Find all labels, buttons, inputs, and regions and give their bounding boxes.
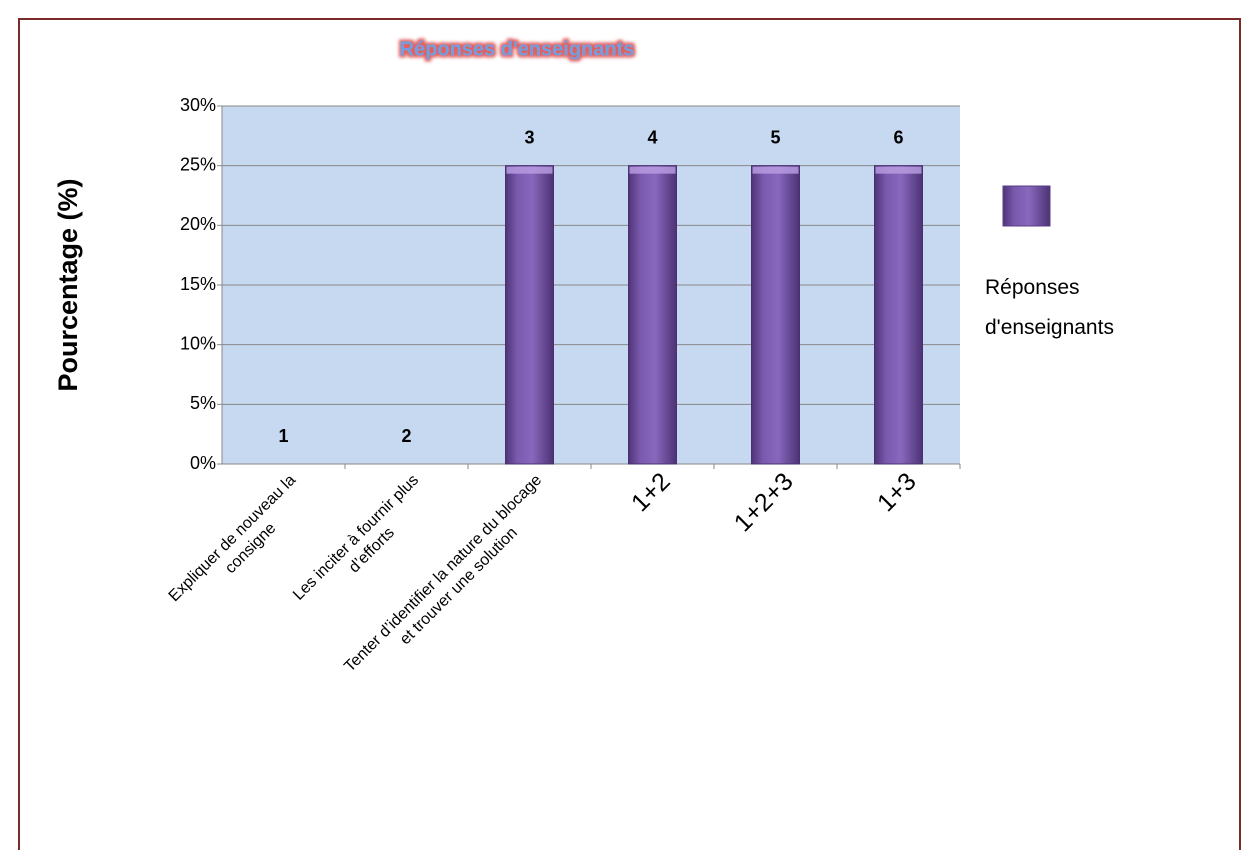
- bar-label: 3: [524, 127, 534, 147]
- bar: [505, 165, 554, 465]
- legend-swatch: [1002, 185, 1051, 227]
- bar: [751, 165, 800, 465]
- y-tick-label: 30%: [180, 95, 216, 115]
- bar-cap: [875, 166, 922, 174]
- x-tick-label-line: et trouver une solution: [397, 524, 521, 648]
- bar-cap: [506, 166, 553, 174]
- frame: [18, 18, 1241, 850]
- y-tick-label: 25%: [180, 154, 216, 174]
- y-axis-label: Pourcentage (%): [53, 178, 83, 391]
- y-tick-label: 0%: [190, 453, 216, 473]
- bar-label: 2: [401, 426, 411, 446]
- x-tick-label: Tenter d’identifier la nature du blocage…: [341, 472, 559, 690]
- y-tick-label: 5%: [190, 393, 216, 413]
- y-tick-label: 10%: [180, 333, 216, 353]
- x-tick-label-line: 1+3: [872, 467, 922, 517]
- x-tick-label: 1+2: [626, 467, 676, 517]
- bar: [874, 165, 923, 465]
- bar-cap: [752, 166, 799, 174]
- x-tick-label-line: 1+2: [626, 467, 676, 517]
- bar-label: 1: [278, 426, 288, 446]
- x-tick-label: 1+3: [872, 467, 922, 517]
- x-tick-label-line: Expliquer de nouveau la: [166, 472, 299, 605]
- bar: [628, 165, 677, 465]
- bar-cap: [629, 166, 676, 174]
- x-tick-label-line: Les inciter à fournir plus: [290, 472, 422, 604]
- chart-title: Réponses d'enseignants: [400, 38, 635, 60]
- x-tick-label-line: Tenter d’identifier la nature du blocage: [341, 472, 545, 676]
- x-tick-label: Expliquer de nouveau laconsigne: [166, 472, 314, 620]
- x-tick-label-line: 1+2+3: [728, 467, 798, 537]
- bar-label: 5: [770, 127, 780, 147]
- legend-label: Réponses d'enseignants: [985, 276, 1114, 339]
- y-tick-label: 15%: [180, 274, 216, 294]
- bar-label: 6: [893, 127, 903, 147]
- bar-label: 4: [647, 127, 657, 147]
- y-tick-label: 20%: [180, 214, 216, 234]
- x-tick-label: 1+2+3: [728, 467, 798, 537]
